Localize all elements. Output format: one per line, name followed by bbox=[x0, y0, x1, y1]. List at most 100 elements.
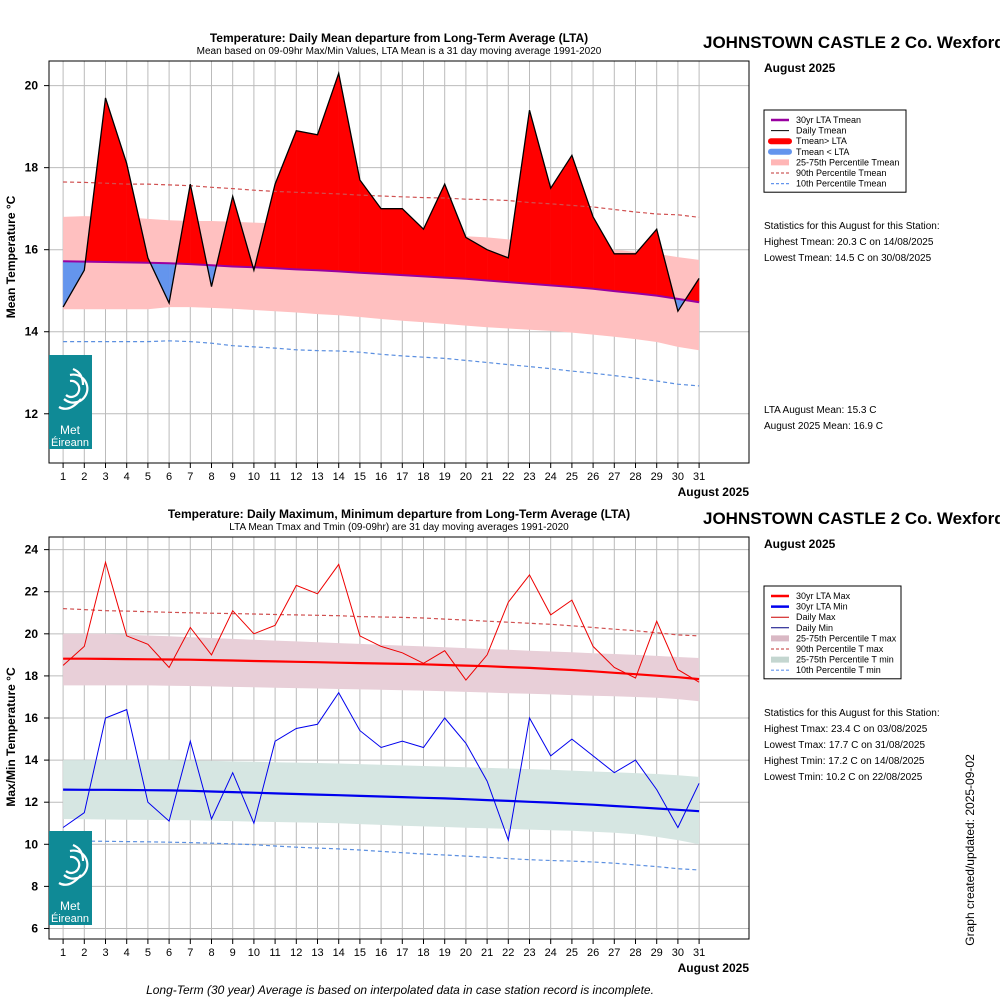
maxmin-x-tick-label: 23 bbox=[523, 947, 535, 959]
maxmin-legend-box bbox=[763, 585, 902, 680]
mean-x-tick-label: 10 bbox=[248, 471, 260, 483]
maxmin-month-label: August 2025 bbox=[764, 537, 836, 551]
mean-x-tick-label: 16 bbox=[375, 471, 387, 483]
mean-x-tick-label: 12 bbox=[290, 471, 302, 483]
maxmin-x-tick-label: 4 bbox=[124, 947, 130, 959]
mean-station-name: JOHNSTOWN CASTLE 2 Co. Wexford bbox=[703, 33, 1000, 52]
maxmin-x-tick-label: 29 bbox=[651, 947, 663, 959]
mean-lta-line bbox=[63, 260, 700, 304]
maxmin-x-tick-label: 19 bbox=[439, 947, 451, 959]
maxmin-y-tick-label: 18 bbox=[25, 669, 39, 683]
mean-logo-text-met: Met bbox=[60, 423, 81, 437]
maxmin-x-tick-label: 15 bbox=[354, 947, 366, 959]
maxmin-station-name: JOHNSTOWN CASTLE 2 Co. Wexford bbox=[703, 509, 1000, 528]
maxmin-legend-label: 90th Percentile T max bbox=[796, 644, 884, 654]
mean-above-lta-area bbox=[296, 130, 318, 271]
maxmin-x-tick-label: 11 bbox=[269, 947, 280, 959]
maxmin-y-axis-label: Max/Min Temperature °C bbox=[4, 667, 18, 807]
mean-x-tick-label: 26 bbox=[587, 471, 599, 483]
maxmin-logo-swirl-icon bbox=[58, 843, 89, 886]
mean-plot-area: 1 2 3 4 5 6 7 8 9 10 11 12 13 14 15 16 17 18 19 20 21 22 23 24 2… bbox=[25, 60, 750, 483]
maxmin-legend-label: 30yr LTA Max bbox=[796, 591, 851, 601]
maxmin-x-tick-label: 17 bbox=[396, 947, 408, 959]
mean-daily-line bbox=[62, 70, 700, 313]
mean-x-tick-label: 19 bbox=[439, 471, 451, 483]
lta-month-mean: LTA August Mean: 15.3 C bbox=[764, 405, 876, 416]
lta-min-line bbox=[63, 788, 700, 813]
mean-logo-swirl-icon bbox=[58, 367, 89, 410]
maxmin-legend-label: Daily Max bbox=[796, 612, 836, 622]
maxmin-legend-label: 25-75th Percentile T min bbox=[796, 655, 894, 665]
mean-x-tick-label: 6 bbox=[166, 471, 172, 483]
mean-x-tick-label: 29 bbox=[651, 471, 663, 483]
maxmin-x-tick-label: 9 bbox=[230, 947, 236, 959]
mean-y-axis-label: Mean Temperature °C bbox=[4, 195, 18, 318]
mean-above-lta-area bbox=[614, 253, 636, 294]
mean-x-tick-label: 27 bbox=[608, 471, 620, 483]
mean-x-tick-label: 7 bbox=[187, 471, 193, 483]
maxmin-legend-label: 30yr LTA Min bbox=[796, 602, 848, 612]
mean-legend-label: Tmean> LTA bbox=[796, 136, 847, 146]
mean-chart-title: Temperature: Daily Mean departure from L… bbox=[210, 31, 588, 45]
mean-x-tick-label: 3 bbox=[102, 471, 108, 483]
maxmin-x-tick-label: 5 bbox=[145, 947, 151, 959]
maxmin-y-tick-label: 8 bbox=[31, 879, 38, 893]
mean-y-tick-label: 16 bbox=[25, 243, 39, 257]
mean-x-tick-label: 9 bbox=[230, 471, 236, 483]
maxmin-x-tick-label: 6 bbox=[166, 947, 172, 959]
daily-max-line bbox=[62, 560, 700, 683]
mean-x-tick-label: 17 bbox=[396, 471, 408, 483]
mean-x-tick-label: 4 bbox=[124, 471, 130, 483]
mean-legend-label: 10th Percentile Tmean bbox=[796, 179, 886, 189]
month-mean: August 2025 Mean: 16.9 C bbox=[764, 421, 883, 432]
maxmin-x-tick-label: 24 bbox=[545, 947, 557, 959]
maxmin-plot-area: 1 2 3 4 5 6 7 8 9 10 11 12 13 14 15 16 17 18 19 20 21 22 23 24 2… bbox=[25, 536, 750, 959]
mean-y-tick-label: 12 bbox=[25, 407, 39, 421]
maxmin-x-axis-label: August 2025 bbox=[678, 961, 750, 975]
mean-x-tick-label: 1 bbox=[60, 471, 66, 483]
mean-x-tick-label: 5 bbox=[145, 471, 151, 483]
tmax-90th-percentile-line bbox=[63, 608, 700, 637]
mean-x-tick-label: 31 bbox=[693, 471, 705, 483]
mean-legend-label: 90th Percentile Tmean bbox=[796, 168, 886, 178]
mean-x-tick-label: 28 bbox=[629, 471, 641, 483]
mean-90th-percentile-line bbox=[63, 181, 700, 218]
mean-x-tick-label: 30 bbox=[672, 471, 684, 483]
mean-legend-label: Tmean < LTA bbox=[796, 147, 849, 157]
maxmin-logo-text-met: Met bbox=[60, 899, 81, 913]
maxmin-x-tick-label: 30 bbox=[672, 947, 684, 959]
mean-x-tick-label: 22 bbox=[502, 471, 514, 483]
maxmin-x-tick-label: 10 bbox=[248, 947, 260, 959]
maxmin-x-tick-label: 14 bbox=[333, 947, 345, 959]
mean-x-tick-label: 20 bbox=[460, 471, 472, 483]
maxmin-legend-label: 25-75th Percentile T max bbox=[796, 633, 897, 643]
lta-max-line bbox=[63, 657, 700, 681]
stat-highest-tmin: Highest Tmin: 17.2 C on 14/08/2025 bbox=[764, 756, 925, 767]
maxmin-x-tick-label: 28 bbox=[629, 947, 641, 959]
mean-above-lta-area bbox=[380, 208, 403, 276]
mean-stats-heading: Statistics for this August for this Stat… bbox=[764, 221, 940, 232]
maxmin-y-tick-label: 24 bbox=[25, 543, 39, 557]
mean-x-tick-label: 25 bbox=[566, 471, 578, 483]
maxmin-y-tick-label: 14 bbox=[25, 753, 39, 767]
maxmin-x-tick-label: 31 bbox=[693, 947, 705, 959]
mean-temp-panel: Temperature: Daily Mean departure from L… bbox=[4, 31, 1000, 499]
mean-y-tick-label: 20 bbox=[25, 79, 39, 93]
mean-x-tick-label: 11 bbox=[269, 471, 280, 483]
tmax-percentile-band bbox=[63, 633, 700, 702]
mean-x-tick-label: 15 bbox=[354, 471, 366, 483]
mean-stat-highest: Highest Tmean: 20.3 C on 14/08/2025 bbox=[764, 237, 934, 248]
maxmin-y-tick-label: 22 bbox=[25, 585, 39, 599]
maxmin-temp-panel: Temperature: Daily Maximum, Minimum depa… bbox=[4, 507, 1000, 975]
maxmin-y-tick-label: 10 bbox=[25, 837, 39, 851]
tmin-percentile-band bbox=[63, 760, 700, 845]
maxmin-logo-text-eireann: Éireann bbox=[51, 912, 89, 925]
mean-x-tick-label: 2 bbox=[81, 471, 87, 483]
mean-x-tick-label: 23 bbox=[523, 471, 535, 483]
maxmin-x-tick-label: 26 bbox=[587, 947, 599, 959]
maxmin-x-tick-label: 21 bbox=[481, 947, 493, 959]
mean-plot-frame bbox=[48, 60, 750, 464]
maxmin-x-tick-label: 3 bbox=[102, 947, 108, 959]
